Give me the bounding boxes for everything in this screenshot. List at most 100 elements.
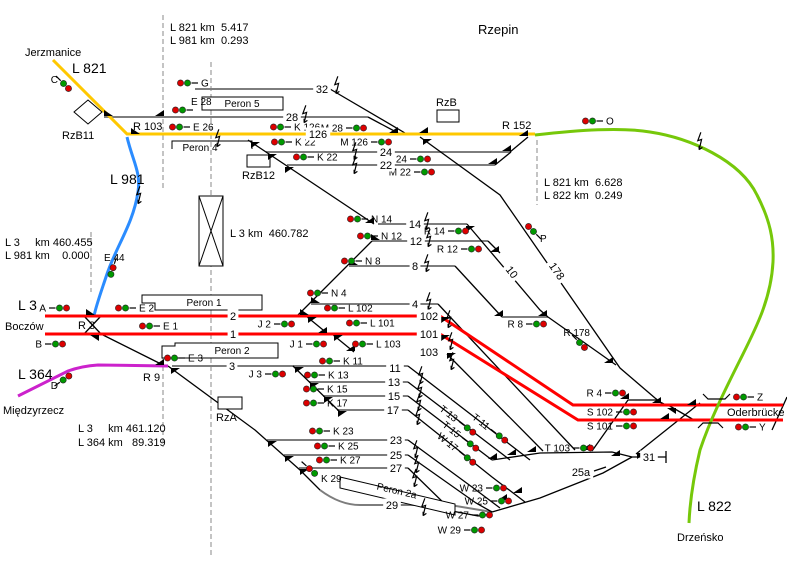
switch-marker	[620, 393, 629, 399]
signal-K-29	[301, 461, 319, 477]
signal-label-E-44: E 44	[104, 253, 125, 264]
signal-label-K-29: K 29	[321, 474, 342, 485]
switch-marker	[687, 399, 696, 405]
km-l822-east: L 822 km 0.249	[544, 190, 622, 202]
electrification-icon	[425, 229, 432, 248]
signal-R-8	[526, 320, 547, 328]
signal-label-T-103: T 103	[545, 444, 571, 455]
switch-marker	[104, 110, 113, 116]
signal-E-3	[164, 354, 185, 362]
peron-2: Peron 2	[214, 346, 249, 357]
signal-label-K-17: K 17	[327, 399, 348, 410]
electrification-icon	[423, 212, 430, 231]
signal-label-O: O	[606, 117, 614, 128]
track-103: 103	[420, 347, 438, 359]
switch-marker	[660, 413, 669, 419]
signal-K-11	[319, 357, 340, 365]
line-l822-green	[534, 127, 775, 524]
line-l981: L 981	[110, 171, 145, 187]
signal-E-28	[172, 106, 193, 114]
signal-L-102	[324, 304, 345, 312]
switch-marker	[318, 327, 327, 333]
signal-E-2	[115, 304, 136, 312]
signal-K-126	[270, 123, 291, 131]
junction-r103: R 103	[133, 121, 162, 133]
signal-W-27	[472, 511, 493, 519]
track-3: 3	[229, 361, 235, 373]
signal-Z	[733, 393, 754, 401]
signal-label-L-102: L 102	[348, 304, 373, 315]
peron-5: Peron 5	[224, 99, 259, 110]
signal-label-J-1: J 1	[290, 340, 304, 351]
electrification-icon	[448, 352, 455, 371]
km-l364-south: L 364 km 89.319	[78, 437, 166, 449]
track-11: 11	[389, 363, 400, 375]
signal-label-K-27: K 27	[340, 456, 361, 467]
signal-label-K-22: K 22	[295, 138, 316, 149]
signal-label-B: B	[35, 340, 42, 351]
switch-marker	[268, 154, 277, 160]
switch-marker	[251, 142, 260, 148]
peron-5-box	[201, 96, 284, 111]
place-miedzyrzecz: Międzyrzecz	[3, 405, 64, 417]
signal-B	[45, 340, 66, 348]
switch-marker	[338, 411, 347, 417]
junction-r3: R 3	[78, 320, 95, 332]
switch-marker	[308, 317, 317, 323]
signal-label-K-11: K 11	[343, 357, 363, 368]
rzb11-diamond	[73, 99, 103, 125]
signal-label-R-12: R 12	[437, 245, 459, 256]
electrification-icon	[420, 498, 427, 517]
km-l981-zero: L 981 km 0.000	[5, 250, 90, 262]
switch-marker	[346, 345, 355, 351]
signal-J-3	[265, 370, 286, 378]
electrification-icon	[447, 332, 454, 351]
signal-label-K-25: K 25	[338, 442, 359, 453]
box-rzb11: RzB11	[62, 130, 94, 142]
signal-Y	[735, 423, 756, 431]
signal-K-22	[271, 138, 292, 146]
switch-marker	[527, 446, 536, 452]
electrification-icon	[696, 132, 703, 151]
signal-M-24	[410, 155, 431, 163]
switch-marker	[365, 217, 374, 223]
signal-label-R-14: R 14	[424, 227, 446, 238]
signal-label-K-23: K 23	[333, 427, 354, 438]
peron-1: Peron 1	[186, 298, 221, 309]
signal-label-N-12: N 12	[381, 232, 403, 243]
structures	[73, 96, 731, 516]
crossing-box	[198, 195, 224, 267]
signal-label-L-103: L 103	[376, 340, 401, 351]
km-l3-mid: L 3 km 460.782	[230, 228, 308, 240]
rza-box	[217, 396, 243, 410]
signal-L-103	[352, 340, 373, 348]
switch-marker	[131, 128, 140, 134]
signal-J-2	[274, 320, 295, 328]
switch-marker	[311, 297, 320, 303]
bridge-icon-south	[697, 422, 724, 429]
railway-lines	[17, 58, 783, 524]
signal-label-E-1: E 1	[163, 322, 178, 333]
box-rzb12: RzB12	[242, 170, 275, 182]
signal-K-27	[316, 456, 337, 464]
signal-label-R-178: R 178	[563, 328, 590, 339]
signal-label-W-27: W 27	[446, 511, 470, 522]
rzb-box	[436, 109, 460, 123]
line-l364: L 364	[18, 366, 53, 382]
signal-W-23	[486, 484, 507, 492]
electrification-icon	[301, 105, 308, 124]
signal-label-R-8: R 8	[507, 320, 523, 331]
rzb12-box	[246, 154, 271, 168]
switch-marker	[519, 130, 528, 136]
track-13: 13	[388, 377, 400, 389]
switch-marker	[155, 110, 164, 116]
signal-W-25	[491, 497, 512, 505]
place-boczow: Boczów	[5, 321, 44, 333]
signal-N-14	[347, 215, 368, 223]
signal-K-23	[309, 427, 330, 435]
switch-markers	[86, 110, 696, 500]
track-15: 15	[388, 391, 400, 403]
track-24: 24	[380, 147, 392, 159]
track-25a: 25a	[572, 467, 591, 479]
